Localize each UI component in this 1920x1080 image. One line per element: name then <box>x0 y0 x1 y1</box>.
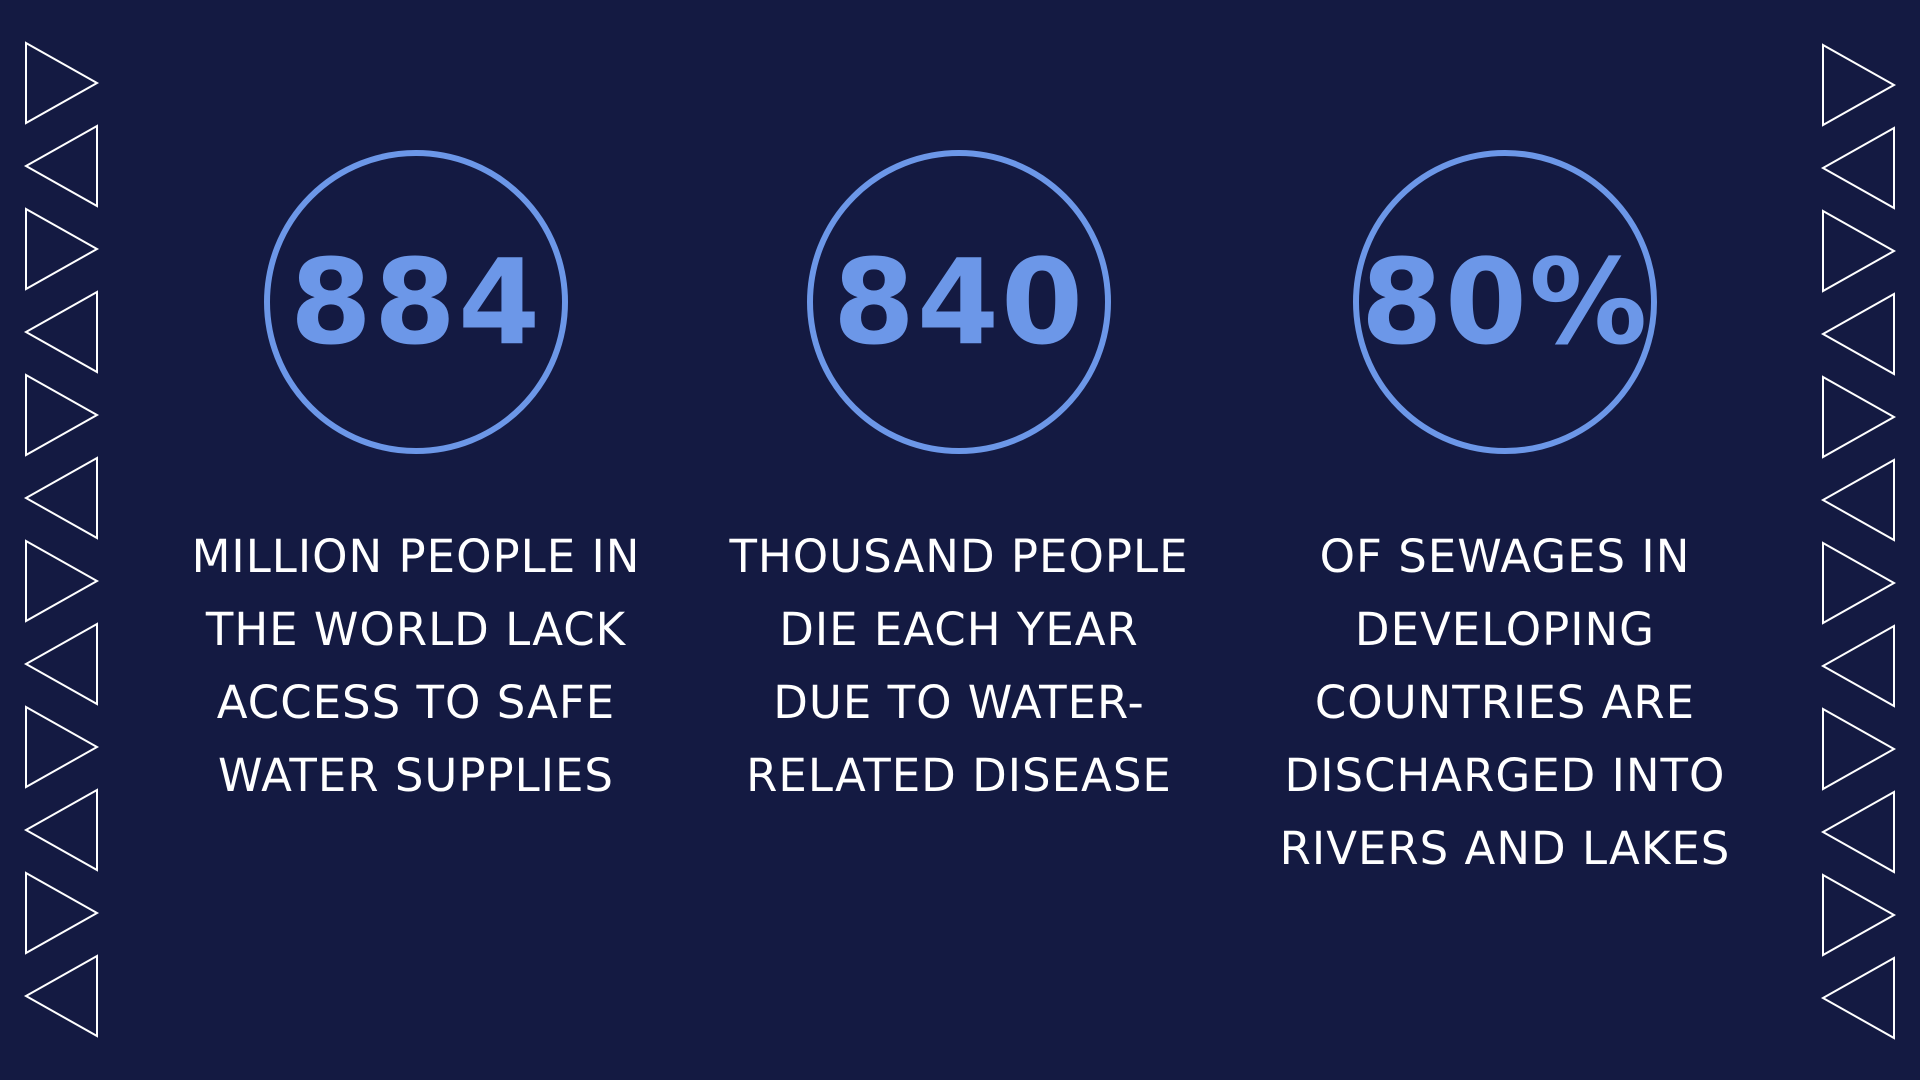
triangle-icon <box>1822 707 1897 791</box>
triangle-pattern-icon <box>1820 43 1897 1040</box>
triangle-icon <box>25 41 100 125</box>
triangle-icon <box>25 539 100 623</box>
stat-card-sewage: 80% OF SEWAGES IN DEVELOPING COUNTRIES A… <box>1275 150 1735 885</box>
triangle-icon <box>1822 43 1897 127</box>
stat-number: 884 <box>289 233 543 371</box>
stat-caption: THOUSAND PEOPLE DIE EACH YEAR DUE TO WAT… <box>729 530 1189 802</box>
triangle-pattern-icon <box>23 41 100 1038</box>
stat-card-safe-water: 884 MILLION PEOPLE IN THE WORLD LACK ACC… <box>186 150 646 812</box>
triangle-icon <box>23 788 98 872</box>
stat-number: 840 <box>832 233 1086 371</box>
triangle-icon <box>1820 292 1895 376</box>
stat-card-deaths: 840 THOUSAND PEOPLE DIE EACH YEAR DUE TO… <box>729 150 1189 812</box>
stat-circle: 80% <box>1353 150 1657 454</box>
triangle-icon <box>23 290 98 374</box>
triangle-icon <box>1822 873 1897 957</box>
triangle-icon <box>1820 624 1895 708</box>
stat-circle: 840 <box>807 150 1111 454</box>
triangle-icon <box>1820 458 1895 542</box>
triangle-icon <box>1820 126 1895 210</box>
right-triangle-border <box>1820 0 1920 1080</box>
triangle-icon <box>1820 956 1895 1040</box>
triangle-icon <box>25 207 100 291</box>
triangle-icon <box>1820 790 1895 874</box>
left-triangle-border <box>0 0 100 1080</box>
triangle-icon <box>23 124 98 208</box>
triangle-icon <box>25 705 100 789</box>
triangle-icon <box>25 373 100 457</box>
triangle-icon <box>1822 209 1897 293</box>
triangle-icon <box>25 871 100 955</box>
triangle-icon <box>23 456 98 540</box>
triangle-icon <box>1822 375 1897 459</box>
stat-number: 80% <box>1360 233 1650 371</box>
triangle-icon <box>1822 541 1897 625</box>
stat-caption: MILLION PEOPLE IN THE WORLD LACK ACCESS … <box>191 530 641 802</box>
triangle-icon <box>23 622 98 706</box>
triangle-icon <box>23 954 98 1038</box>
stat-caption: OF SEWAGES IN DEVELOPING COUNTRIES ARE D… <box>1279 530 1731 875</box>
stat-circle: 884 <box>264 150 568 454</box>
